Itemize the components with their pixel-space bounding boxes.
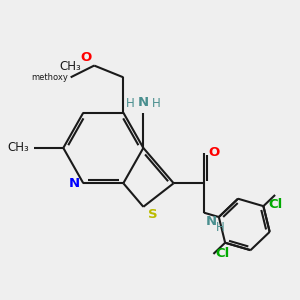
Text: methoxy: methoxy: [31, 73, 68, 82]
Text: N: N: [206, 215, 217, 228]
Text: H: H: [152, 97, 160, 110]
Text: CH₃: CH₃: [60, 60, 82, 73]
Text: S: S: [148, 208, 158, 221]
Text: O: O: [81, 51, 92, 64]
Text: O: O: [208, 146, 220, 159]
Text: Cl: Cl: [268, 198, 282, 211]
Text: N: N: [69, 177, 80, 190]
Text: CH₃: CH₃: [8, 141, 29, 154]
Text: Cl: Cl: [216, 248, 230, 260]
Text: H: H: [216, 221, 225, 234]
Text: N: N: [138, 96, 149, 109]
Text: H: H: [126, 97, 135, 110]
